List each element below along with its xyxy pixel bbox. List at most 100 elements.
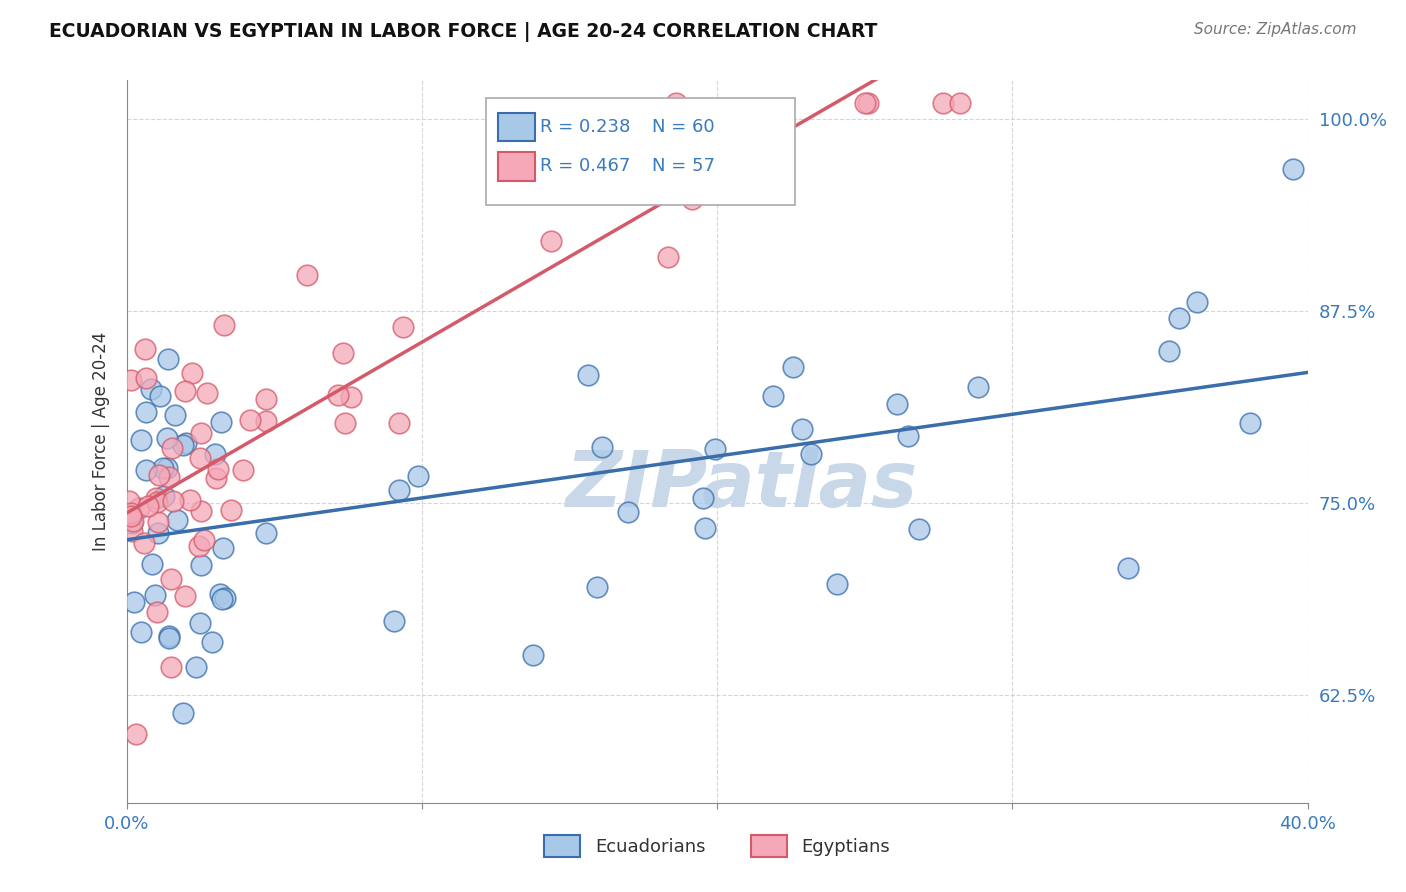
Text: N = 60: N = 60 — [651, 119, 714, 136]
Point — [166, 513, 188, 527]
Point — [1159, 343, 1181, 358]
Point — [173, 590, 195, 604]
Point — [135, 371, 157, 385]
Text: ECUADORIAN VS EGYPTIAN IN LABOR FORCE | AGE 20-24 CORRELATION CHART: ECUADORIAN VS EGYPTIAN IN LABOR FORCE | … — [49, 22, 877, 42]
Point — [157, 630, 180, 644]
Y-axis label: In Labor Force | Age 20-24: In Labor Force | Age 20-24 — [91, 332, 110, 551]
Point — [214, 591, 236, 606]
Point — [254, 392, 277, 406]
Text: Source: ZipAtlas.com: Source: ZipAtlas.com — [1194, 22, 1357, 37]
Point — [174, 435, 197, 450]
Point — [152, 460, 174, 475]
Point — [800, 447, 823, 461]
Point — [121, 514, 143, 528]
Point — [239, 413, 262, 427]
Point — [146, 525, 169, 540]
Point — [156, 461, 179, 475]
Point — [695, 520, 717, 534]
Point — [232, 463, 254, 477]
Point — [211, 592, 233, 607]
Point — [593, 131, 616, 145]
Point — [406, 469, 429, 483]
Point — [1167, 311, 1189, 326]
Point — [1239, 416, 1261, 430]
Point — [134, 536, 156, 550]
Point — [153, 489, 176, 503]
Point — [125, 726, 148, 740]
Point — [578, 368, 600, 383]
Point — [157, 351, 180, 366]
Point — [382, 614, 405, 628]
Point — [388, 416, 411, 430]
Point — [949, 96, 972, 111]
Point — [209, 587, 232, 601]
Point — [162, 494, 184, 508]
Point — [195, 386, 218, 401]
Point — [328, 388, 350, 402]
Point — [219, 502, 242, 516]
Point — [853, 96, 876, 111]
Point — [591, 440, 613, 454]
Point — [160, 572, 183, 586]
Point — [157, 631, 180, 645]
Text: R = 0.467: R = 0.467 — [540, 158, 631, 176]
Point — [146, 605, 169, 619]
Point — [120, 506, 142, 520]
Point — [160, 660, 183, 674]
Point — [209, 415, 232, 429]
Point — [190, 425, 212, 440]
Point — [204, 447, 226, 461]
Point — [120, 373, 142, 387]
Text: ZIPatlas: ZIPatlas — [565, 447, 917, 523]
Point — [156, 431, 179, 445]
Point — [540, 235, 562, 249]
Point — [388, 483, 411, 497]
Point — [665, 96, 688, 111]
Point — [141, 557, 163, 571]
Point — [120, 508, 142, 523]
Point — [392, 319, 415, 334]
Point — [190, 504, 212, 518]
Point — [332, 346, 354, 360]
Point — [560, 109, 582, 123]
Point — [141, 382, 163, 396]
Point — [254, 526, 277, 541]
Legend: Ecuadorians, Egyptians: Ecuadorians, Egyptians — [536, 826, 898, 866]
Point — [148, 468, 170, 483]
Point — [932, 96, 955, 111]
Point — [160, 441, 183, 455]
Point — [131, 434, 153, 448]
Point — [1187, 294, 1209, 309]
Point — [122, 595, 145, 609]
Point — [148, 515, 170, 529]
Point — [129, 624, 152, 639]
Point — [657, 250, 679, 264]
Point — [297, 268, 319, 282]
Point — [908, 522, 931, 536]
Point — [254, 413, 277, 427]
Point — [118, 493, 141, 508]
Point — [187, 539, 209, 553]
Point — [790, 422, 813, 436]
Point — [135, 405, 157, 419]
Point — [149, 389, 172, 403]
Point — [143, 588, 166, 602]
Point — [856, 96, 879, 111]
Point — [163, 408, 186, 422]
Point — [186, 660, 208, 674]
Point — [121, 516, 143, 530]
Point — [134, 343, 156, 357]
Point — [212, 318, 235, 333]
Point — [1116, 560, 1139, 574]
Point — [179, 493, 201, 508]
Point — [896, 429, 918, 443]
Point — [340, 390, 363, 404]
Point — [193, 533, 215, 547]
Point — [586, 580, 609, 594]
Point — [617, 504, 640, 518]
Point — [157, 470, 180, 484]
Point — [172, 706, 194, 720]
Point — [212, 541, 235, 555]
Point — [207, 462, 229, 476]
Point — [333, 416, 356, 430]
